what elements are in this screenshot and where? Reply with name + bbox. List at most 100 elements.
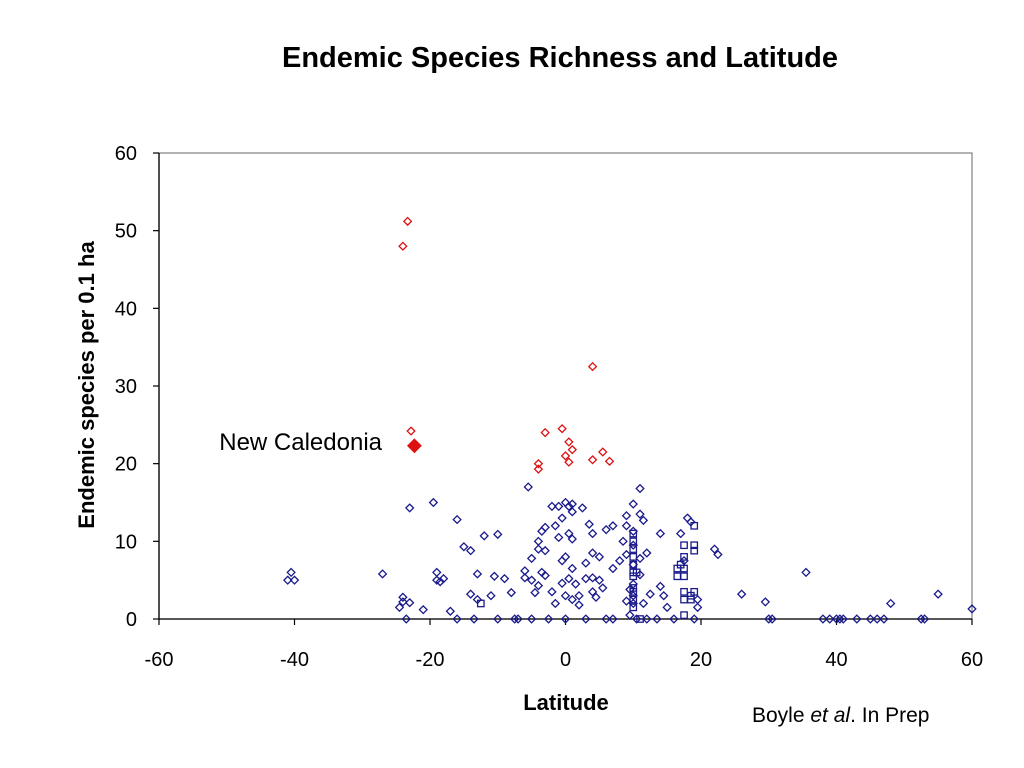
data-point-diamond: [567, 594, 577, 605]
annotation-new-caledonia: New Caledonia: [219, 429, 382, 456]
data-point-new-caledonia: [406, 438, 422, 454]
data-point-diamond: [825, 614, 835, 624]
data-point-diamond: [486, 590, 496, 601]
data-point-diamond: [530, 587, 540, 598]
data-point-diamond: [591, 592, 601, 602]
data-point-diamond: [608, 614, 618, 624]
data-point-diamond: [692, 602, 703, 613]
data-point-diamond: [645, 589, 655, 599]
data-point-diamond: [933, 589, 943, 599]
data-point-diamond: [709, 544, 720, 554]
data-point-square: [680, 595, 688, 604]
data-point-diamond: [608, 563, 618, 574]
data-point-diamond: [659, 590, 669, 601]
data-point-square: [629, 584, 638, 592]
data-point-diamond: [838, 614, 848, 624]
data-point-diamond: [404, 597, 415, 608]
data-point-diamond: [506, 587, 517, 598]
data-point-diamond: [567, 444, 577, 455]
data-point-diamond: [574, 600, 584, 610]
data-point-diamond: [550, 598, 561, 609]
data-point-diamond: [675, 528, 686, 539]
data-point-square: [690, 587, 699, 596]
data-point-diamond: [445, 606, 456, 616]
x-tick-label: -60: [145, 649, 174, 671]
data-point-diamond: [577, 503, 588, 513]
data-point-diamond: [533, 544, 544, 554]
data-point-diamond: [587, 361, 598, 372]
data-point-diamond: [493, 529, 503, 540]
data-point-diamond: [618, 536, 628, 547]
y-tick-label: 50: [115, 221, 137, 243]
x-tick-label: 0: [560, 649, 571, 671]
data-point-diamond: [560, 451, 571, 461]
x-axis-title: Latitude: [523, 690, 609, 715]
data-point-diamond: [428, 497, 439, 508]
data-point-diamond: [604, 456, 615, 467]
data-point-square: [680, 572, 688, 581]
data-point-diamond: [560, 590, 571, 601]
data-point-square: [680, 564, 688, 573]
credit-prefix: Boyle: [752, 704, 811, 727]
data-point-diamond: [638, 598, 649, 609]
y-tick-label: 40: [115, 298, 137, 320]
data-point-diamond: [594, 552, 605, 562]
data-point-diamond: [567, 534, 577, 544]
data-point-diamond: [540, 427, 550, 438]
data-point-diamond: [557, 513, 567, 523]
data-point-diamond: [621, 596, 632, 606]
data-point-diamond: [547, 501, 557, 512]
data-point-square: [680, 541, 688, 550]
data-point-square: [629, 537, 638, 546]
data-point-square: [680, 553, 688, 561]
data-point-diamond: [601, 614, 611, 624]
data-point-diamond: [621, 521, 632, 531]
chart-title: Endemic Species Richness and Latitude: [282, 42, 838, 74]
data-point-diamond: [560, 552, 571, 562]
data-point-diamond: [852, 614, 862, 624]
data-point-diamond: [394, 602, 405, 613]
data-point-diamond: [432, 567, 442, 578]
data-point-diamond: [635, 553, 645, 564]
y-tick-label: 30: [115, 376, 137, 398]
data-point-diamond: [533, 580, 544, 591]
data-point-diamond: [581, 573, 591, 584]
data-point-diamond: [967, 604, 977, 614]
data-point-diamond: [398, 592, 408, 602]
data-point-diamond: [567, 507, 577, 517]
data-point-diamond: [831, 614, 842, 624]
data-point-diamond: [377, 569, 388, 579]
data-point-square: [673, 572, 682, 581]
data-point-diamond: [581, 558, 591, 568]
x-tick-label: 40: [825, 649, 847, 671]
data-point-diamond: [472, 569, 483, 579]
data-point-diamond: [489, 571, 500, 582]
data-point-diamond: [584, 519, 594, 529]
data-point-square: [629, 603, 638, 612]
data-point-diamond: [835, 614, 845, 624]
data-point-diamond: [635, 570, 645, 580]
data-point-diamond: [526, 553, 537, 564]
data-point-diamond: [625, 610, 635, 620]
data-point-diamond: [550, 521, 561, 531]
data-point-diamond: [452, 514, 462, 525]
data-point-diamond: [401, 614, 412, 624]
data-point-diamond: [493, 614, 503, 624]
data-point-diamond: [587, 587, 598, 597]
data-points: [283, 216, 977, 624]
data-point-diamond: [435, 577, 445, 587]
data-point-diamond: [669, 614, 679, 624]
x-tick-label: -20: [416, 649, 445, 671]
data-point-diamond: [533, 536, 544, 547]
data-point-square: [632, 568, 641, 577]
data-point-square: [629, 529, 638, 538]
data-point-diamond: [567, 563, 577, 574]
x-tick-label: -40: [280, 649, 309, 671]
credit-suffix: . In Prep: [850, 704, 930, 727]
data-point-diamond: [635, 483, 645, 494]
data-point-diamond: [465, 589, 476, 599]
data-point-square: [680, 611, 688, 619]
credit-line: Boyle et al. In Prep: [752, 704, 929, 728]
data-point-square: [476, 599, 485, 608]
